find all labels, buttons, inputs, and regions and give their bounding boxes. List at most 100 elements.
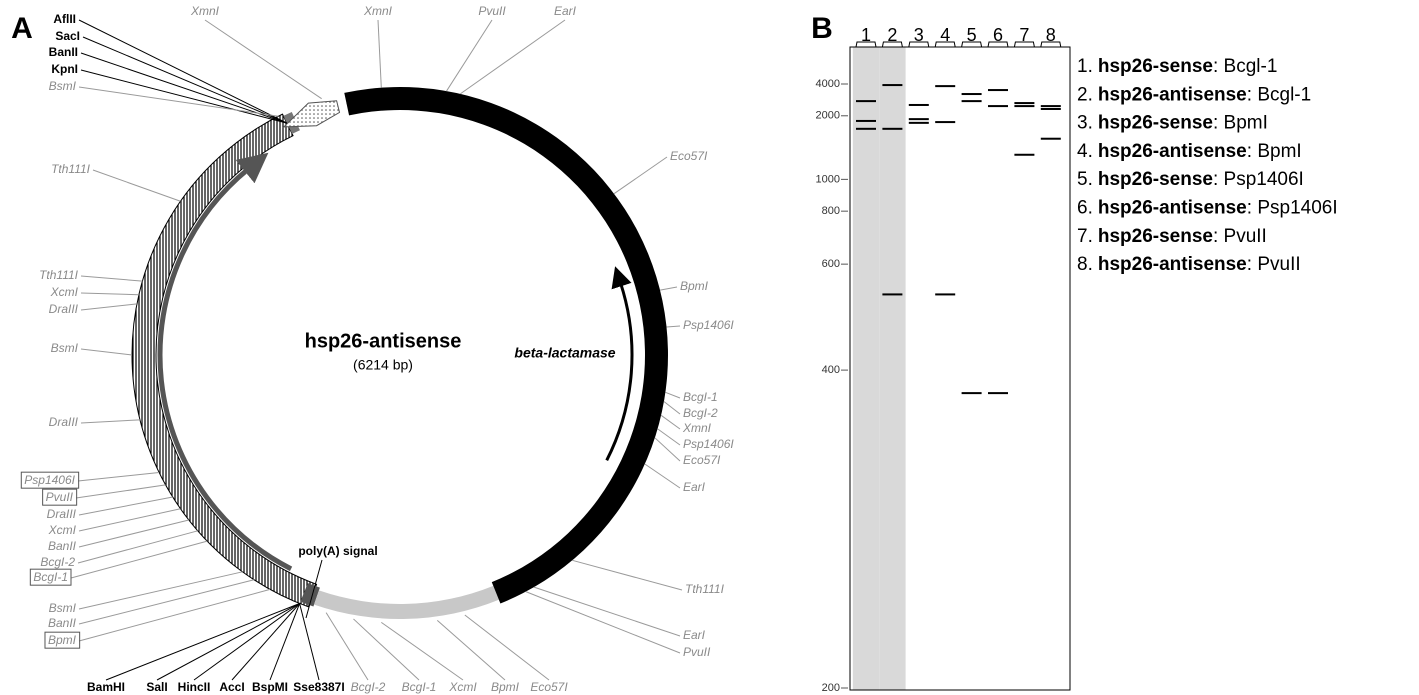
site-label: BpmI — [491, 680, 520, 694]
site-label: XcmI — [48, 523, 77, 537]
panel-letter: B — [811, 12, 833, 45]
leader-line — [79, 589, 270, 641]
leader-line — [81, 276, 142, 281]
band — [856, 120, 876, 122]
site-label: BanII — [48, 539, 77, 553]
leader-line — [81, 293, 139, 295]
band — [1014, 102, 1034, 104]
leader-line — [194, 603, 300, 680]
band — [909, 104, 929, 106]
site-label: BsmI — [51, 341, 79, 355]
leader-line — [78, 531, 198, 563]
site-label: BpmI — [48, 633, 77, 647]
leader-line — [83, 37, 287, 123]
lane-label: 7 — [1019, 25, 1029, 45]
band — [882, 293, 902, 295]
leader-line — [157, 603, 300, 680]
leader-line — [447, 20, 492, 91]
leader-line — [81, 70, 287, 123]
site-label: EarI — [554, 4, 577, 18]
leader-line — [81, 304, 137, 310]
site-label: Psp1406I — [24, 473, 75, 487]
legend-construct: hsp26-sense — [1098, 56, 1213, 77]
site-label: BcgI-2 — [351, 680, 386, 694]
site-label: Eco57I — [683, 453, 721, 467]
site-label: DraIII — [49, 415, 79, 429]
leader-line — [572, 560, 682, 590]
site-label: XcmI — [448, 680, 477, 694]
leader-line — [534, 587, 680, 636]
lane-label: 5 — [967, 25, 977, 45]
site-label: DraIII — [47, 507, 77, 521]
leader-line — [665, 392, 680, 398]
leader-line — [79, 520, 189, 547]
panel-letter: A — [11, 12, 33, 45]
site-label: BamHI — [87, 680, 125, 694]
leader-line — [81, 420, 140, 423]
site-label: Tth111I — [39, 268, 79, 282]
site-label: SacI — [55, 29, 80, 43]
site-label: Tth111I — [51, 162, 91, 176]
site-label: PvuII — [46, 490, 74, 504]
legend-construct: hsp26-antisense — [1098, 198, 1247, 219]
site-label: Psp1406I — [683, 318, 734, 332]
site-label: XcmI — [50, 285, 79, 299]
legend-construct: hsp26-sense — [1098, 226, 1213, 247]
y-tick-label: 200 — [822, 682, 840, 694]
legend-entry: 4.hsp26-antisense: BpmI — [1077, 141, 1302, 162]
lane-label: 1 — [861, 25, 871, 45]
site-label: BspMI — [252, 680, 288, 694]
leader-line — [664, 402, 680, 414]
leader-line — [93, 170, 180, 201]
leader-line — [270, 603, 300, 680]
band — [988, 105, 1008, 107]
leader-line — [460, 20, 565, 94]
plasmid-name: hsp26-antisense — [305, 330, 462, 352]
band — [1014, 154, 1034, 156]
feature-label: poly(A) signal — [298, 544, 377, 558]
feature-label: beta-lactamase — [514, 345, 615, 361]
legend-construct: hsp26-antisense — [1098, 84, 1247, 105]
leader-line — [81, 349, 132, 355]
leader-line — [378, 20, 381, 88]
leader-line — [655, 438, 680, 461]
plasmid-map: A hsp26-antisense (6214 bp) beta-lactama… — [11, 4, 734, 694]
legend-enzyme: : BpmI — [1247, 141, 1302, 162]
band — [935, 121, 955, 123]
y-tick-label: 4000 — [816, 78, 840, 90]
site-label: AccI — [219, 680, 244, 694]
leader-line — [76, 485, 166, 498]
site-label: SalI — [146, 680, 167, 694]
legend-enzyme: : PvuII — [1213, 226, 1267, 247]
legend-number: 4. — [1077, 141, 1093, 162]
legend-number: 8. — [1077, 254, 1093, 275]
site-label: Sse8387I — [293, 680, 344, 694]
site-label: DraIII — [49, 302, 79, 316]
lane-shade — [853, 47, 879, 690]
legend-number: 6. — [1077, 198, 1093, 219]
site-label: PvuII — [683, 645, 711, 659]
band — [1041, 105, 1061, 107]
leader-line — [645, 464, 680, 488]
site-label: EarI — [683, 480, 706, 494]
leader-line — [667, 326, 680, 327]
site-label: Tth111I — [685, 582, 725, 596]
site-label: XmnI — [363, 4, 393, 18]
site-label: BcgI-2 — [683, 406, 718, 420]
leader-line — [326, 613, 368, 680]
site-label: XmnI — [682, 421, 712, 435]
band — [962, 93, 982, 95]
site-label: BcgI-1 — [402, 680, 437, 694]
leader-line — [79, 20, 287, 123]
legend-construct: hsp26-antisense — [1098, 254, 1247, 275]
legend-construct: hsp26-antisense — [1098, 141, 1247, 162]
band — [935, 85, 955, 87]
site-label: Eco57I — [670, 149, 708, 163]
legend-number: 1. — [1077, 56, 1093, 77]
legend-entry: 5.hsp26-sense: Psp1406I — [1077, 169, 1304, 190]
legend-enzyme: : Psp1406I — [1213, 169, 1304, 190]
site-label: AflII — [53, 12, 76, 26]
gray-region — [314, 586, 499, 619]
legend-entry: 2.hsp26-antisense: Bcgl-1 — [1077, 84, 1311, 105]
legend-number: 3. — [1077, 113, 1093, 134]
